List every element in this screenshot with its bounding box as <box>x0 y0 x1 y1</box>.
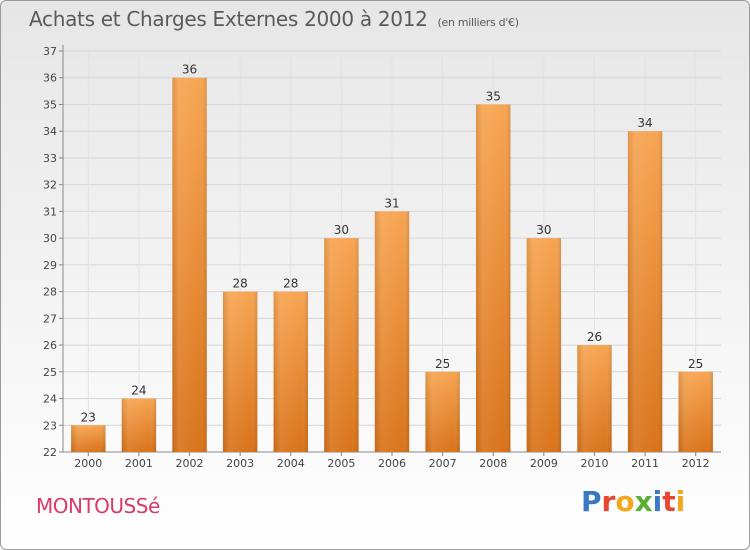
y-tick-label-26: 26 <box>43 339 57 352</box>
bar-shade-2005 <box>324 238 359 452</box>
bars <box>71 77 713 452</box>
y-tick-label-31: 31 <box>43 205 57 218</box>
bar-2012 <box>678 371 713 452</box>
data-label-2004: 28 <box>283 277 298 291</box>
data-label-2010: 26 <box>587 330 602 344</box>
data-label-2009: 30 <box>536 223 551 237</box>
x-tick-label-2011: 2011 <box>631 457 659 470</box>
bar-2011 <box>627 131 663 452</box>
bar-2008 <box>476 104 511 452</box>
brand-letter: i <box>652 485 663 518</box>
y-tick-label-35: 35 <box>43 98 57 111</box>
y-tick-label-36: 36 <box>43 72 57 85</box>
y-tick-label-34: 34 <box>43 125 57 138</box>
bar-2002 <box>172 77 207 452</box>
brand-letter: t <box>662 485 676 518</box>
x-tick-label-2008: 2008 <box>479 457 507 470</box>
bar-shade-2007 <box>425 371 460 452</box>
bar-shade-2012 <box>678 371 713 452</box>
x-tick-label-2001: 2001 <box>125 457 153 470</box>
bar-2006 <box>374 211 410 452</box>
data-label-2011: 34 <box>637 116 652 130</box>
bar-shade-2002 <box>172 77 207 452</box>
y-tick-label-37: 37 <box>43 45 57 58</box>
x-tick-label-2005: 2005 <box>327 457 355 470</box>
y-tick-label-25: 25 <box>43 366 57 379</box>
chart-title-text: Achats et Charges Externes 2000 à 2012 <box>29 7 428 31</box>
bar-shade-2003 <box>222 291 258 452</box>
brand-letter: i <box>675 485 686 518</box>
y-tick-label-28: 28 <box>43 286 57 299</box>
data-label-2001: 24 <box>131 384 146 398</box>
bar-shade-2010 <box>577 345 612 452</box>
data-label-2003: 28 <box>233 277 248 291</box>
y-tick-label-24: 24 <box>43 393 57 406</box>
y-tick-label-29: 29 <box>43 259 57 272</box>
data-label-2000: 23 <box>81 410 96 424</box>
bar-shade-2000 <box>71 425 106 452</box>
y-tick-label-22: 22 <box>43 446 57 459</box>
x-tick-label-2000: 2000 <box>74 457 102 470</box>
brand-letter: r <box>601 485 616 518</box>
bar-2010 <box>577 345 612 452</box>
bar-shade-2011 <box>627 131 663 452</box>
x-tick-label-2004: 2004 <box>277 457 305 470</box>
data-label-2006: 31 <box>384 196 399 210</box>
y-tick-label-27: 27 <box>43 312 57 325</box>
proxiti-logo: Proxiti <box>581 485 685 518</box>
bar-2004 <box>273 291 308 452</box>
y-tick-label-30: 30 <box>43 232 57 245</box>
bar-shade-2008 <box>476 104 511 452</box>
x-tick-label-2012: 2012 <box>682 457 710 470</box>
x-tick-label-2007: 2007 <box>429 457 457 470</box>
bar-2007 <box>425 371 460 452</box>
bar-2000 <box>71 425 106 452</box>
brand-letter: x <box>634 485 653 518</box>
brand-letter: P <box>581 485 602 518</box>
bar-shade-2009 <box>526 238 562 452</box>
x-tick-label-2010: 2010 <box>580 457 608 470</box>
bar-shade-2004 <box>273 291 308 452</box>
x-tick-label-2009: 2009 <box>530 457 558 470</box>
brand-letter: o <box>615 485 635 518</box>
y-tick-label-32: 32 <box>43 179 57 192</box>
x-tick-label-2002: 2002 <box>176 457 204 470</box>
bar-shade-2001 <box>121 398 157 452</box>
x-tick-label-2006: 2006 <box>378 457 406 470</box>
data-label-2005: 30 <box>334 223 349 237</box>
y-tick-label-23: 23 <box>43 419 57 432</box>
commune-name: MONTOUSSé <box>36 494 160 518</box>
bar-2001 <box>121 398 157 452</box>
labels: 22 23 24 25 26 27 28 29 30 31 32 33 34 35 36 37 23 2000 24… <box>43 45 710 470</box>
chart-title: Achats et Charges Externes 2000 à 2012 (e… <box>29 7 519 31</box>
bar-2005 <box>324 238 359 452</box>
data-label-2007: 25 <box>435 357 450 371</box>
data-label-2002: 36 <box>182 63 197 77</box>
bar-2003 <box>222 291 258 452</box>
bar-2009 <box>526 238 562 452</box>
x-tick-label-2003: 2003 <box>226 457 254 470</box>
data-label-2008: 35 <box>486 89 501 103</box>
bar-shade-2006 <box>374 211 410 452</box>
y-tick-label-33: 33 <box>43 152 57 165</box>
chart-unit: (en milliers d'€) <box>437 16 519 29</box>
data-label-2012: 25 <box>688 357 703 371</box>
